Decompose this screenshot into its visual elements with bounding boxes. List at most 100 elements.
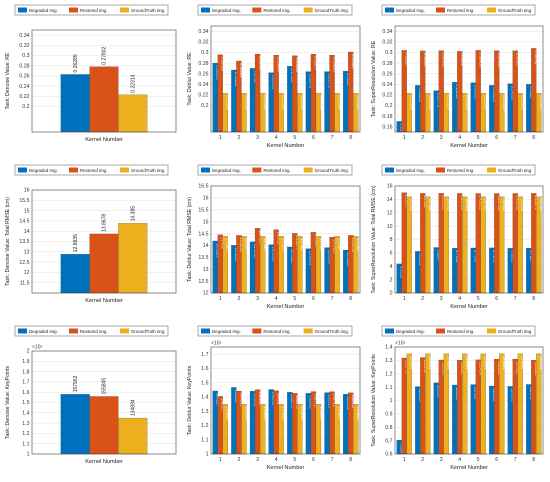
- y-tick-label: 8: [390, 237, 393, 243]
- x-axis-label: Kernel Number: [85, 298, 123, 304]
- data-label: 0.22314: [337, 95, 342, 110]
- x-tick-label: 8: [532, 135, 535, 141]
- legend-swatch: [304, 168, 313, 173]
- legend-swatch: [304, 8, 313, 13]
- y-exponent-label: ×10⁵: [211, 341, 222, 347]
- legend: Degraded img. Restored img. GroundTruth im…: [382, 165, 535, 175]
- data-label: 0.30335: [497, 53, 502, 68]
- data-label: 0.30084: [351, 54, 356, 69]
- bar: [61, 394, 90, 454]
- x-tick-label: 8: [349, 457, 352, 463]
- x-tick-label: 4: [275, 457, 278, 463]
- x-tick-label: 2: [237, 296, 240, 302]
- legend-label: GroundTruth img.: [315, 329, 349, 334]
- data-label: 14.385: [410, 199, 415, 212]
- data-label: 0.27802: [102, 46, 108, 64]
- legend-label: Degraded img.: [396, 329, 425, 334]
- bar: [118, 223, 147, 293]
- x-tick-label: 1: [219, 135, 222, 141]
- legend-label: Degraded img.: [212, 8, 241, 13]
- data-label: 14.385: [131, 206, 137, 222]
- y-tick-label: 12.5: [198, 279, 208, 285]
- y-tick-label: 0.22: [19, 94, 29, 100]
- data-label: 134894: [131, 399, 137, 416]
- y-tick-label: 11.5: [20, 280, 30, 286]
- data-label: 0.30307: [423, 53, 428, 68]
- bar: [118, 95, 147, 132]
- y-tick-label: 1.4: [22, 411, 29, 417]
- data-label: 134894: [521, 356, 526, 370]
- y-tick-label: 1.5: [22, 400, 29, 406]
- legend-swatch: [436, 168, 445, 173]
- x-tick-label: 7: [514, 457, 517, 463]
- legend-swatch: [304, 329, 313, 334]
- legend-swatch: [487, 329, 496, 334]
- legend-label: GroundTruth img.: [131, 329, 165, 334]
- data-label: 14.385: [226, 238, 231, 251]
- y-axis-label: Task: SuperResolution Value: KeyPoints: [371, 354, 377, 447]
- data-label: 134894: [263, 406, 268, 420]
- x-tick-label: 8: [532, 296, 535, 302]
- y-tick-label: 14: [203, 243, 209, 249]
- data-label: 12.8835: [73, 234, 79, 252]
- y-tick-label: 15.5: [19, 198, 29, 204]
- data-label: 134894: [410, 356, 415, 370]
- y-tick-label: 1.9: [22, 359, 29, 365]
- data-label: 14.385: [428, 199, 433, 212]
- data-label: 0.29565: [221, 57, 226, 72]
- legend-label: Degraded img.: [396, 168, 425, 173]
- data-label: 134894: [428, 356, 433, 370]
- y-tick-label: 15.5: [198, 207, 208, 213]
- data-label: 0.29654: [276, 57, 281, 72]
- y-axis-label: Task: Deblur Value: KeyPoints: [187, 365, 193, 435]
- x-tick-label: 4: [275, 135, 278, 141]
- chart-denoise-re: Degraded img. Restored img. GroundTruth im…: [0, 0, 183, 160]
- y-tick-label: 2: [27, 349, 30, 355]
- data-label: 0.22314: [428, 95, 433, 110]
- bar: [61, 74, 90, 132]
- bars: 157962 155845 134894: [61, 375, 147, 454]
- legend-label: GroundTruth img.: [498, 329, 532, 334]
- y-tick-label: 1.3: [385, 358, 392, 364]
- legend-swatch: [201, 329, 210, 334]
- y-tick-label: 0.32: [198, 40, 208, 46]
- legend-label: Restored img.: [447, 168, 474, 173]
- legend: Degraded img. Restored img. GroundTruth im…: [382, 5, 535, 15]
- y-tick-label: 0.2: [385, 103, 392, 109]
- x-tick-label: 1: [403, 296, 406, 302]
- y-tick-label: 0.3: [22, 53, 29, 59]
- y-tick-label: 0.22: [198, 93, 208, 99]
- y-axis-label: Task: SuperResolution Value: RE: [371, 40, 377, 117]
- y-tick-label: 0.2: [22, 104, 29, 110]
- data-label: 14.385: [447, 199, 452, 212]
- legend-label: Degraded img.: [212, 329, 241, 334]
- legend-label: Restored img.: [263, 329, 290, 334]
- legend-label: Degraded img.: [29, 168, 58, 173]
- data-label: 134894: [465, 356, 470, 370]
- legend-swatch: [18, 8, 27, 13]
- legend-swatch: [201, 168, 210, 173]
- y-tick-label: 1.2: [22, 431, 29, 437]
- data-label: 134894: [319, 406, 324, 420]
- legend-swatch: [385, 168, 394, 173]
- legend: Degraded img. Restored img. GroundTruth im…: [198, 165, 352, 175]
- y-tick-label: 1.5: [201, 380, 208, 386]
- x-tick-label: 7: [514, 296, 517, 302]
- legend-swatch: [18, 168, 27, 173]
- y-tick-label: 1.4: [201, 395, 208, 401]
- y-tick-label: 0.16: [382, 124, 392, 130]
- legend-label: GroundTruth img.: [498, 8, 532, 13]
- legend-label: Restored img.: [263, 8, 290, 13]
- y-tick-label: 15: [24, 208, 30, 214]
- chart-denoise-rmse: Degraded img. Restored img. GroundTruth im…: [0, 160, 183, 321]
- legend-swatch: [69, 329, 78, 334]
- legend-swatch: [252, 329, 261, 334]
- data-label: 14.385: [337, 238, 342, 251]
- data-label: 0.22314: [226, 95, 231, 110]
- x-tick-label: 5: [477, 296, 480, 302]
- y-tick-label: 14: [387, 197, 393, 203]
- chart-deblur-rmse: Degraded img. Restored img. GroundTruth im…: [183, 160, 367, 321]
- data-label: 0.22314: [447, 95, 452, 110]
- x-tick-label: 2: [237, 135, 240, 141]
- y-tick-label: 1.2: [385, 371, 392, 377]
